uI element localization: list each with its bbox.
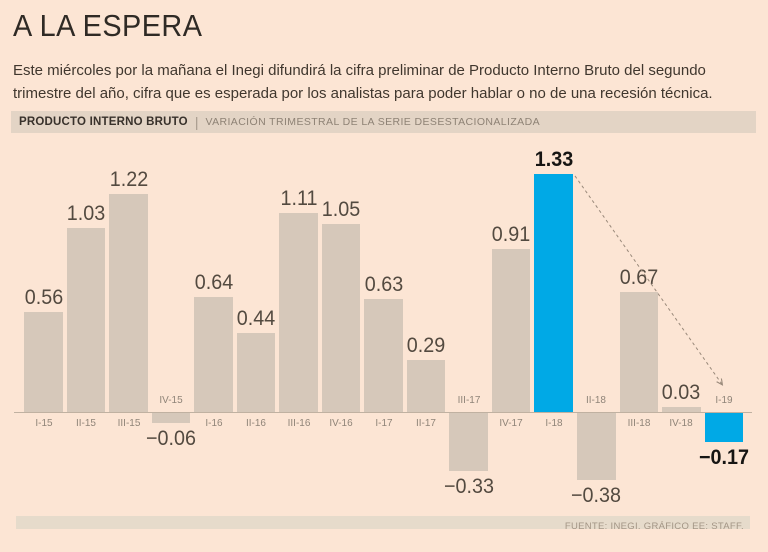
- value-label-I-17: 0.63: [364, 273, 403, 297]
- value-label-II-17: 0.29: [406, 334, 446, 358]
- bar-IV-17: [491, 249, 531, 412]
- bar-III-15: [109, 193, 148, 412]
- subtitle-line-1: Este miércoles por la mañana el Inegi di…: [13, 62, 706, 79]
- source-strip: FUENTE: INEGI. GRÁFICO EE: STAFF.: [16, 516, 750, 532]
- value-label-II-18: −0.38: [571, 484, 622, 508]
- bar-I-16: [194, 297, 233, 412]
- x-axis: [14, 412, 752, 413]
- value-label-I-15: 0.56: [24, 285, 63, 309]
- bar-chart: 0.56 I-15 1.03 II-15 1.22 III-15 −0.06 IV-15 0.6…: [0, 140, 768, 512]
- chart-header-divider: |: [194, 114, 199, 130]
- axis-label-II-18: II-18: [586, 394, 607, 406]
- bar-II-17: [406, 360, 446, 412]
- subtitle-line-2: trimestre del año, cifra que es esperada…: [13, 85, 713, 102]
- bar-II-15: [66, 227, 106, 412]
- axis-label-I-16: I-16: [204, 417, 223, 429]
- axis-label-IV-15: IV-15: [159, 394, 183, 406]
- bar-I-19: [704, 412, 744, 443]
- page-subtitle: Este miércoles por la mañana el Inegi di…: [13, 59, 713, 105]
- axis-label-I-17: I-17: [375, 417, 393, 429]
- axis-label-I-19: I-19: [715, 394, 733, 406]
- bar-I-17: [364, 299, 403, 412]
- axis-label-III-17: III-17: [457, 394, 481, 406]
- axis-label-III-15: III-15: [117, 417, 140, 429]
- value-label-IV-15: −0.06: [146, 426, 197, 450]
- value-label-II-15: 1.03: [66, 201, 106, 225]
- chart-header-subtitle: VARIACIÓN TRIMESTRAL DE LA SERIE DESESTA…: [205, 116, 540, 128]
- axis-label-IV-17: IV-17: [499, 417, 523, 429]
- value-label-III-17: −0.33: [443, 475, 494, 499]
- bar-II-16: [236, 333, 276, 412]
- bar-III-16: [279, 213, 318, 412]
- value-label-II-16: 0.44: [236, 307, 276, 331]
- value-label-I-16: 0.64: [194, 271, 233, 295]
- bar-I-15: [24, 311, 63, 412]
- axis-label-II-17: II-17: [416, 417, 437, 429]
- chart-header-title: PRODUCTO INTERNO BRUTO: [19, 116, 188, 128]
- axis-label-II-15: II-15: [76, 417, 96, 429]
- axis-label-II-16: II-16: [246, 417, 267, 429]
- value-label-III-16: 1.11: [280, 187, 318, 211]
- bar-IV-15: [151, 412, 191, 423]
- value-label-I-19: −0.17: [698, 446, 749, 470]
- axis-label-I-15: I-15: [34, 417, 53, 429]
- value-label-III-15: 1.22: [109, 167, 148, 191]
- value-label-I-18: 1.33: [534, 147, 573, 171]
- chart-header-band: PRODUCTO INTERNO BRUTO | VARIACIÓN TRIME…: [11, 111, 756, 133]
- axis-label-I-18: I-18: [545, 417, 563, 429]
- bar-IV-16: [321, 224, 361, 412]
- value-label-IV-18: 0.03: [662, 380, 701, 404]
- page-title: A LA ESPERA: [13, 8, 203, 43]
- axis-label-III-16: III-16: [287, 417, 310, 429]
- bar-I-18: [534, 173, 573, 412]
- source-text: FUENTE: INEGI. GRÁFICO EE: STAFF.: [564, 521, 744, 532]
- value-label-III-18: 0.67: [619, 266, 658, 290]
- value-label-IV-17: 0.91: [492, 223, 531, 247]
- axis-label-IV-16: IV-16: [329, 417, 353, 429]
- bar-II-18: [577, 412, 616, 481]
- value-label-IV-16: 1.05: [321, 198, 361, 222]
- bar-IV-18: [662, 406, 701, 412]
- axis-label-III-18: III-18: [627, 417, 651, 429]
- axis-label-IV-18: IV-18: [669, 417, 693, 429]
- bar-III-17: [449, 412, 488, 472]
